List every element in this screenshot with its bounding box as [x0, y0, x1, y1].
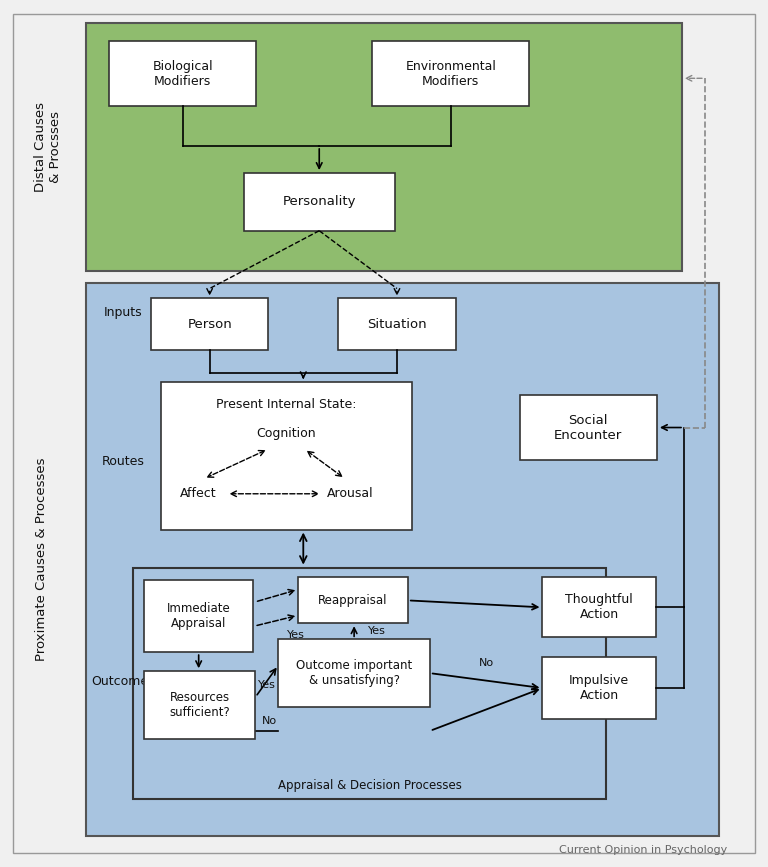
FancyBboxPatch shape — [13, 14, 755, 853]
Text: Personality: Personality — [283, 195, 356, 208]
Text: Routes: Routes — [101, 455, 144, 468]
FancyBboxPatch shape — [144, 581, 253, 652]
FancyBboxPatch shape — [372, 42, 529, 106]
Text: Distal Causes
& Procsses: Distal Causes & Procsses — [35, 102, 62, 192]
Text: Proximate Causes & Processes: Proximate Causes & Processes — [35, 457, 48, 661]
Text: Affect: Affect — [180, 487, 217, 500]
FancyBboxPatch shape — [519, 395, 657, 460]
Text: No: No — [478, 658, 494, 668]
Text: Appraisal & Decision Processes: Appraisal & Decision Processes — [277, 779, 462, 792]
FancyBboxPatch shape — [243, 173, 395, 231]
Text: Thoughtful
Action: Thoughtful Action — [565, 593, 633, 622]
Text: Biological
Modifiers: Biological Modifiers — [152, 60, 213, 88]
Text: Inputs: Inputs — [104, 306, 142, 319]
FancyBboxPatch shape — [144, 671, 256, 739]
Text: Cognition: Cognition — [257, 427, 316, 440]
FancyBboxPatch shape — [161, 382, 412, 530]
FancyBboxPatch shape — [133, 568, 606, 799]
Text: Yes: Yes — [287, 630, 305, 640]
FancyBboxPatch shape — [109, 42, 257, 106]
FancyBboxPatch shape — [86, 23, 682, 271]
FancyBboxPatch shape — [151, 298, 269, 350]
Text: Arousal: Arousal — [327, 487, 373, 500]
Text: Yes: Yes — [258, 680, 276, 690]
Text: Immediate
Appraisal: Immediate Appraisal — [167, 603, 230, 630]
Text: Outcome important
& unsatisfying?: Outcome important & unsatisfying? — [296, 659, 412, 688]
Text: Situation: Situation — [367, 318, 427, 331]
FancyBboxPatch shape — [542, 577, 656, 637]
Text: Resources
sufficient?: Resources sufficient? — [169, 691, 230, 719]
Text: Impulsive
Action: Impulsive Action — [569, 674, 629, 702]
Text: Present Internal State:: Present Internal State: — [216, 398, 356, 411]
Text: Person: Person — [187, 318, 232, 331]
Text: Current Opinion in Psychology: Current Opinion in Psychology — [558, 845, 727, 856]
Text: Environmental
Modifiers: Environmental Modifiers — [406, 60, 496, 88]
Text: Reappraisal: Reappraisal — [319, 594, 388, 607]
FancyBboxPatch shape — [278, 639, 430, 707]
FancyBboxPatch shape — [542, 657, 656, 719]
Text: Outcomes: Outcomes — [91, 675, 155, 688]
Text: No: No — [261, 716, 276, 726]
FancyBboxPatch shape — [86, 283, 719, 836]
FancyBboxPatch shape — [298, 577, 408, 623]
Text: Yes: Yes — [368, 626, 386, 636]
Text: Social
Encounter: Social Encounter — [554, 414, 622, 441]
FancyBboxPatch shape — [338, 298, 455, 350]
